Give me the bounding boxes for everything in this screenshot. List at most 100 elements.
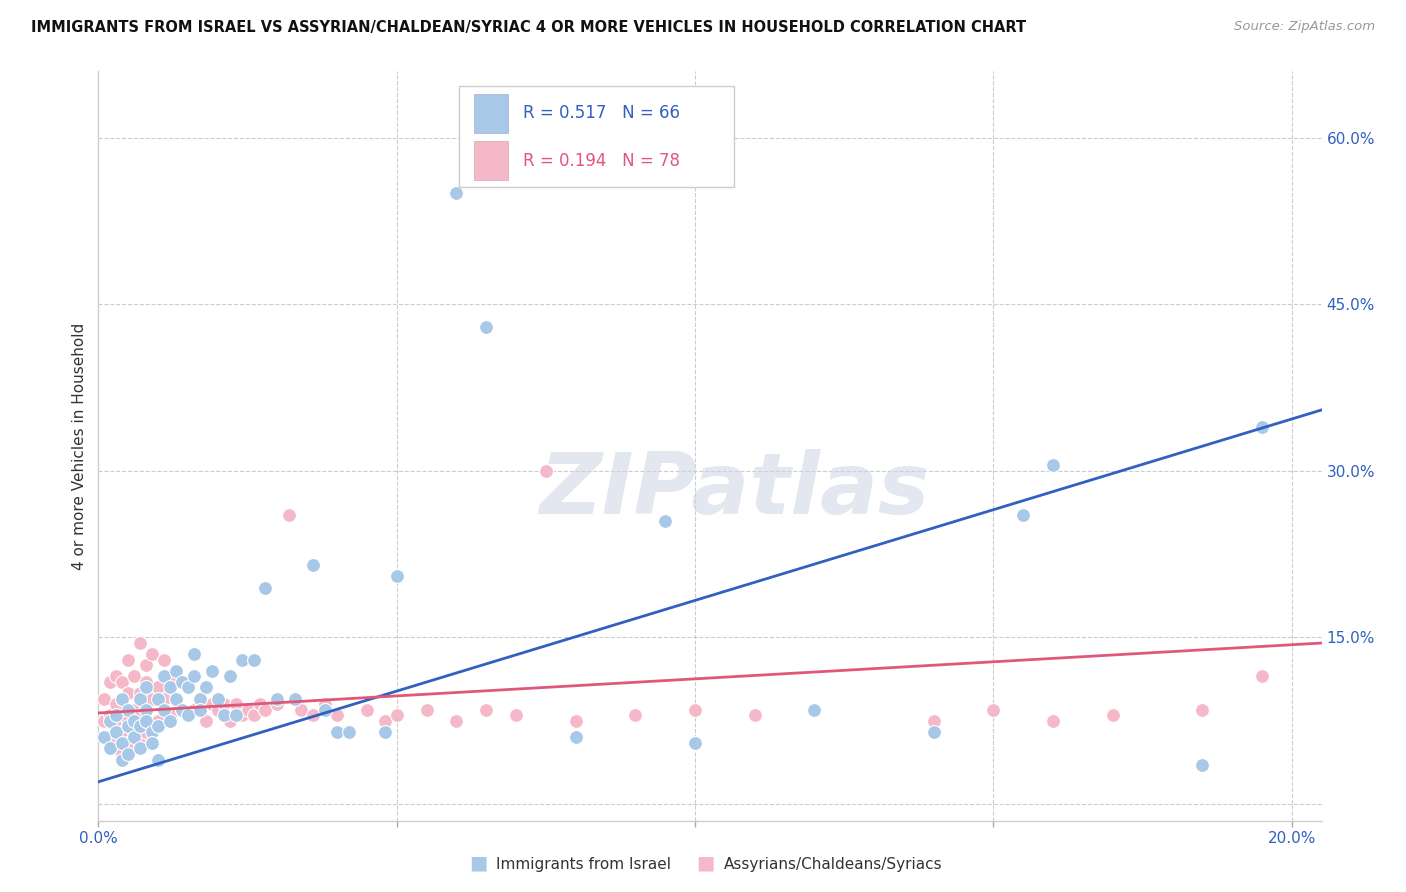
Point bbox=[337, 724, 360, 739]
Point bbox=[201, 697, 224, 711]
Point bbox=[111, 724, 134, 739]
Point bbox=[385, 708, 408, 723]
Point bbox=[135, 681, 157, 695]
Point bbox=[122, 669, 145, 683]
Point bbox=[129, 691, 152, 706]
Point bbox=[1042, 458, 1064, 473]
Point bbox=[314, 703, 336, 717]
Text: Assyrians/Chaldeans/Syriacs: Assyrians/Chaldeans/Syriacs bbox=[724, 857, 942, 872]
Point bbox=[207, 703, 229, 717]
Point bbox=[446, 186, 468, 201]
Point bbox=[505, 708, 527, 723]
Text: ZIPatlas: ZIPatlas bbox=[540, 450, 929, 533]
Point bbox=[117, 736, 139, 750]
Point bbox=[1251, 419, 1274, 434]
Point bbox=[122, 731, 145, 745]
Point bbox=[98, 731, 121, 745]
Point bbox=[117, 703, 139, 717]
Point bbox=[1012, 508, 1035, 523]
Point bbox=[122, 714, 145, 728]
Point bbox=[565, 731, 588, 745]
Point bbox=[231, 653, 253, 667]
Point bbox=[165, 691, 187, 706]
Point bbox=[165, 691, 187, 706]
Point bbox=[105, 736, 128, 750]
Point bbox=[254, 703, 277, 717]
Point bbox=[117, 686, 139, 700]
Point bbox=[153, 691, 176, 706]
Text: IMMIGRANTS FROM ISRAEL VS ASSYRIAN/CHALDEAN/SYRIAC 4 OR MORE VEHICLES IN HOUSEHO: IMMIGRANTS FROM ISRAEL VS ASSYRIAN/CHALD… bbox=[31, 20, 1026, 35]
Point bbox=[1251, 669, 1274, 683]
Point bbox=[1191, 703, 1213, 717]
FancyBboxPatch shape bbox=[474, 141, 508, 180]
Point bbox=[105, 724, 128, 739]
Point bbox=[385, 569, 408, 583]
Point bbox=[242, 653, 264, 667]
Point bbox=[98, 741, 121, 756]
Point bbox=[135, 658, 157, 673]
Point bbox=[153, 653, 176, 667]
Point bbox=[129, 686, 152, 700]
Point bbox=[105, 669, 128, 683]
Point bbox=[153, 669, 176, 683]
Text: R = 0.194   N = 78: R = 0.194 N = 78 bbox=[523, 152, 681, 169]
Point bbox=[188, 691, 211, 706]
Point bbox=[201, 664, 224, 678]
Point bbox=[231, 708, 253, 723]
Point bbox=[188, 703, 211, 717]
Point bbox=[165, 664, 187, 678]
Point bbox=[129, 741, 152, 756]
Point bbox=[159, 714, 181, 728]
Point bbox=[135, 703, 157, 717]
Point bbox=[105, 708, 128, 723]
Text: ■: ■ bbox=[468, 854, 488, 872]
Point bbox=[141, 724, 163, 739]
Point bbox=[159, 681, 181, 695]
Point bbox=[446, 714, 468, 728]
Point bbox=[803, 703, 825, 717]
FancyBboxPatch shape bbox=[474, 94, 508, 133]
Point bbox=[111, 691, 134, 706]
Point bbox=[141, 647, 163, 661]
Point bbox=[983, 703, 1005, 717]
Point bbox=[98, 674, 121, 689]
Point bbox=[212, 697, 235, 711]
Point bbox=[159, 708, 181, 723]
Point bbox=[122, 724, 145, 739]
Point bbox=[177, 674, 200, 689]
Point bbox=[922, 724, 945, 739]
Point bbox=[356, 703, 378, 717]
Point bbox=[326, 708, 349, 723]
Point bbox=[1191, 758, 1213, 772]
Point bbox=[111, 747, 134, 761]
Point bbox=[744, 708, 766, 723]
Point bbox=[170, 703, 193, 717]
Point bbox=[803, 703, 825, 717]
Point bbox=[177, 708, 200, 723]
Point bbox=[117, 719, 139, 733]
Point bbox=[129, 719, 152, 733]
Point bbox=[129, 736, 152, 750]
Point bbox=[93, 691, 115, 706]
Point bbox=[105, 697, 128, 711]
Point bbox=[111, 674, 134, 689]
Point bbox=[93, 714, 115, 728]
Point bbox=[183, 703, 205, 717]
Point bbox=[141, 736, 163, 750]
Point bbox=[236, 703, 259, 717]
Point bbox=[153, 703, 176, 717]
Point bbox=[111, 691, 134, 706]
Point bbox=[170, 703, 193, 717]
Point bbox=[146, 719, 169, 733]
Point bbox=[129, 708, 152, 723]
Text: Immigrants from Israel: Immigrants from Israel bbox=[496, 857, 671, 872]
Point bbox=[177, 681, 200, 695]
Point bbox=[194, 714, 217, 728]
Point bbox=[188, 691, 211, 706]
Point bbox=[1101, 708, 1123, 723]
Point bbox=[98, 708, 121, 723]
Point bbox=[534, 464, 557, 478]
Point bbox=[415, 703, 437, 717]
Point bbox=[374, 714, 396, 728]
Point bbox=[135, 714, 157, 728]
